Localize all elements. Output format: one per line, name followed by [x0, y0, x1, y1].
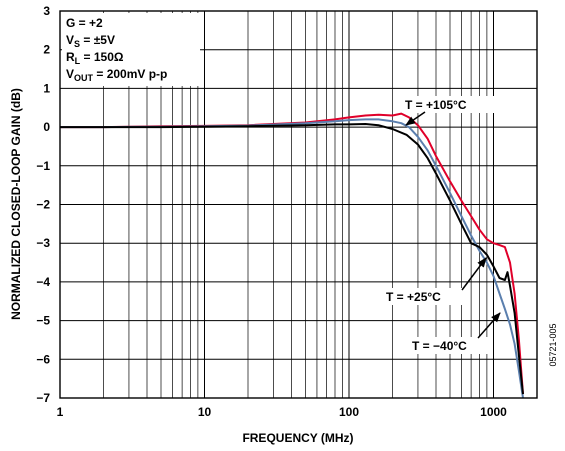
y-tick-label: −2 — [36, 198, 50, 212]
condition-load: RL = 150Ω — [66, 50, 124, 66]
condition-supply-value: = ±5V — [80, 33, 115, 47]
condition-output: VOUT = 200mV p-p — [66, 67, 167, 83]
y-tick-label: −3 — [36, 236, 50, 250]
y-tick-label: 3 — [43, 4, 50, 18]
y-tick-label: −5 — [36, 314, 50, 328]
y-tick-label: −4 — [36, 275, 50, 289]
annotation-25c-label: T = +25°C — [386, 290, 441, 304]
condition-supply-sub: S — [74, 39, 80, 49]
annotation-25c: T = +25°C — [383, 257, 487, 305]
y-tick-label: −7 — [36, 391, 50, 405]
y-tick-label: 0 — [43, 120, 50, 134]
x-tick-label: 1 — [57, 405, 64, 419]
condition-load-base: R — [66, 50, 75, 64]
y-tick-label: −1 — [36, 159, 50, 173]
plot-frame — [59, 10, 538, 399]
x-tick-label: 10 — [198, 405, 212, 419]
series-minus40c-line — [60, 118, 524, 399]
annotation-minus40c-bg — [409, 337, 491, 354]
annotation-minus40c-label: T = −40°C — [412, 339, 467, 353]
condition-output-value: = 200mV p-p — [93, 67, 167, 81]
annotation-105c-arrow — [405, 111, 426, 126]
annotation-25c-arrow — [461, 257, 487, 291]
conditions-bg — [62, 13, 200, 86]
y-tick-labels: 3 2 1 0 −1 −2 −3 −4 −5 −6 −7 — [36, 4, 50, 405]
condition-gain: G = +2 — [66, 16, 103, 30]
y-tick-label: 2 — [43, 43, 50, 57]
x-axis-title: FREQUENCY (MHz) — [242, 431, 353, 445]
series-25c-line — [60, 123, 524, 395]
condition-supply-base: V — [66, 33, 74, 47]
conditions-box: G = +2 VS = ±5V RL = 150Ω VOUT = 200mV p… — [62, 13, 200, 86]
annotation-minus40c-arrow — [477, 312, 501, 339]
x-tick-label: 100 — [339, 405, 359, 419]
x-tick-labels: 1 10 100 1000 — [57, 405, 508, 419]
annotation-105c: T = +105°C — [402, 96, 494, 126]
condition-output-base: V — [66, 67, 74, 81]
condition-load-value: = 150Ω — [80, 50, 124, 64]
annotation-105c-bg — [402, 96, 494, 113]
y-axis-title: NORMALIZED CLOSED-LOOP GAIN (dB) — [9, 88, 23, 320]
x-tick-label: 1000 — [480, 405, 507, 419]
y-tick-label: 1 — [43, 81, 50, 95]
figure-code: 05721-005 — [548, 323, 558, 366]
annotation-25c-bg — [383, 288, 467, 305]
condition-load-sub: L — [75, 56, 81, 66]
annotation-minus40c: T = −40°C — [409, 312, 501, 354]
annotation-105c-label: T = +105°C — [405, 98, 467, 112]
condition-output-sub: OUT — [74, 73, 94, 83]
y-tick-label: −6 — [36, 352, 50, 366]
condition-supply: VS = ±5V — [66, 33, 115, 49]
series-layer — [60, 112, 524, 399]
